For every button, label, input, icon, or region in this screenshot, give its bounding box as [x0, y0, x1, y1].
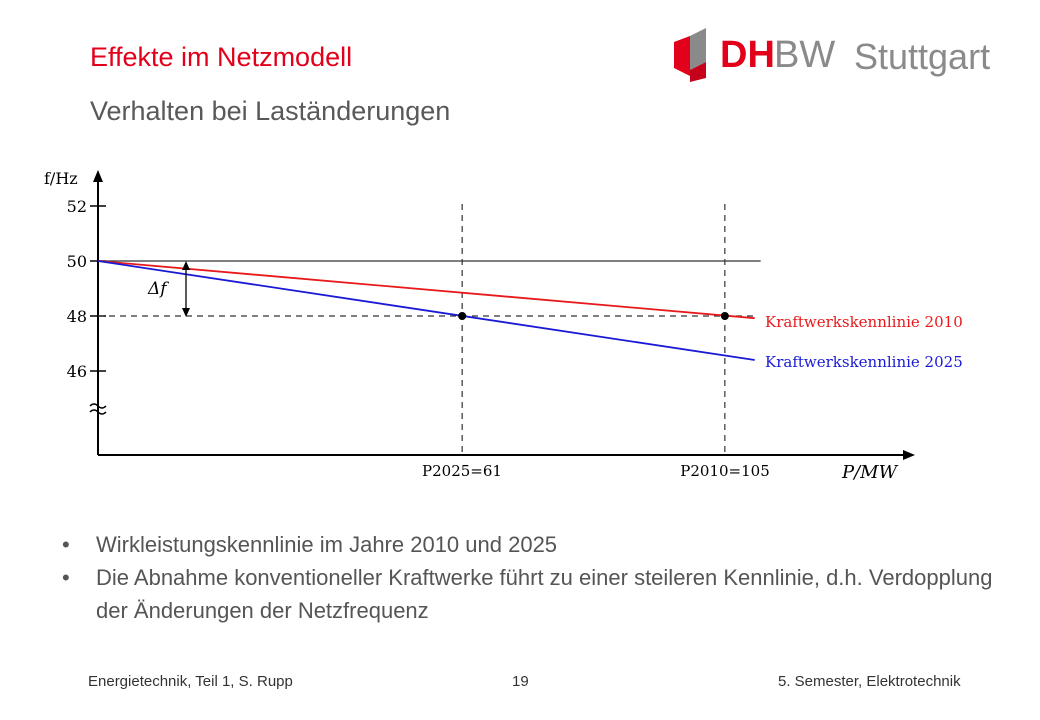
- dhbw-logo-mark: [674, 28, 706, 82]
- operating-point-marker: [458, 312, 467, 320]
- logo-dh: DH: [720, 34, 775, 76]
- legend-2025: Kraftwerkskennlinie 2025: [765, 353, 963, 371]
- x-tick-label-p2010: P2010=105: [680, 462, 769, 480]
- bullet-text: Wirkleistungskennlinie im Jahre 2010 und…: [96, 532, 558, 557]
- slide-subtitle: Verhalten bei Laständerungen: [90, 96, 451, 126]
- x-axis-arrow: [903, 450, 915, 460]
- series-line-2010: [97, 260, 755, 320]
- delta-f-annotation: Δf: [147, 261, 190, 317]
- y-ticks: 52 50 48 46: [67, 197, 106, 381]
- delta-f-label: Δf: [147, 279, 169, 299]
- y-tick-label: 48: [67, 307, 87, 326]
- bullet-list: • Wirkleistungskennlinie im Jahre 2010 u…: [62, 528, 1002, 627]
- axis-break-icon: [89, 403, 107, 415]
- dhbw-logo: DH BW Stuttgart: [668, 26, 998, 82]
- legend-2010: Kraftwerkskennlinie 2010: [765, 313, 963, 331]
- bullet-item: • Wirkleistungskennlinie im Jahre 2010 u…: [62, 528, 1002, 561]
- frequency-power-chart: 52 50 48 46 f/Hz P/MW Δf P2025=61 P2010=…: [44, 169, 963, 483]
- y-axis-arrow: [93, 170, 103, 182]
- y-tick-46: 46: [67, 362, 106, 381]
- footer-right: 5. Semester, Elektrotechnik: [778, 673, 961, 690]
- page-number: 19: [512, 673, 529, 690]
- footer-left: Energietechnik, Teil 1, S. Rupp: [88, 673, 293, 690]
- bullet-item: • Die Abnahme konventioneller Kraftwerke…: [62, 561, 1002, 627]
- y-axis-label: f/Hz: [44, 169, 78, 188]
- chart-plot-area: [97, 204, 761, 455]
- series-line-2025: [97, 260, 755, 361]
- bullet-text: Die Abnahme konventioneller Kraftwerke f…: [96, 565, 993, 623]
- logo-city: Stuttgart: [854, 36, 991, 77]
- bullet-dot-icon: •: [62, 565, 70, 590]
- y-tick-52: 52: [67, 197, 106, 216]
- bullet-dot-icon: •: [62, 532, 70, 557]
- slide-title: Effekte im Netzmodell: [90, 42, 353, 72]
- y-tick-label: 46: [67, 362, 87, 381]
- y-tick-label: 50: [67, 252, 87, 271]
- operating-point-marker: [720, 312, 729, 320]
- x-tick-label-p2025: P2025=61: [422, 462, 502, 480]
- logo-bw: BW: [774, 34, 836, 76]
- y-tick-label: 52: [67, 197, 87, 216]
- x-axis-label: P/MW: [841, 462, 899, 483]
